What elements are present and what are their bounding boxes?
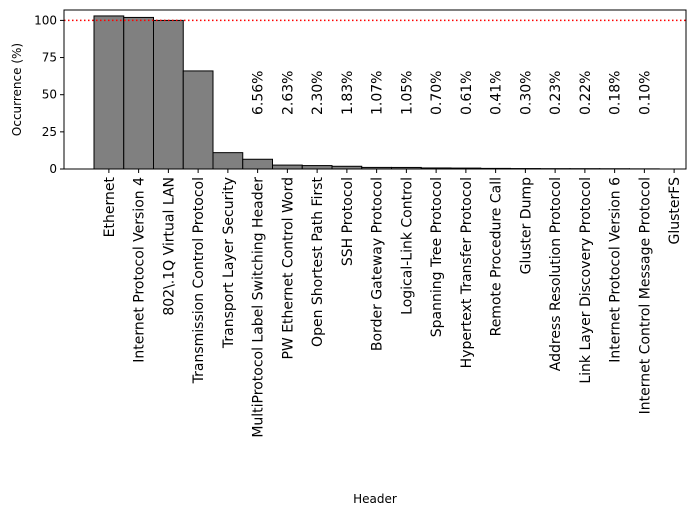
x-tick-label-7: Open Shortest Path First [310,176,326,346]
x-tick-label-9: Border Gateway Protocol [370,177,386,351]
y-tick-label-0: 0 [49,162,57,176]
x-tick-label-3: Transmission Control Protocol [191,177,207,384]
x-tick-label-19: GlusterFS [667,177,683,245]
data-label-14: 0.30% [518,71,534,115]
data-label-15: 0.23% [548,71,564,115]
x-tick-label-0: Ethernet [102,176,118,237]
data-label-18: 0.10% [637,71,653,115]
bar-7 [301,165,333,170]
x-tick-label-11: Spanning Tree Protocol [429,177,445,337]
data-label-17: 0.18% [608,71,624,115]
x-tick-label-6: PW Ethernet Control Word [280,177,296,360]
bar-3 [182,70,214,170]
plot-frame [63,9,687,170]
x-tick-label-13: Remote Procedure Call [489,177,505,336]
y-axis: 0 25 50 75 100 [34,13,64,176]
data-label-12: 0.61% [459,71,475,115]
data-label-5: 6.56% [251,71,267,115]
x-tick-label-18: Internet Control Message Protocol [637,177,653,414]
y-tick-label-4: 100 [34,13,57,27]
x-axis: Ethernet Internet Protocol Version 4 802\.… [102,169,683,438]
y-tick-label-1: 25 [42,125,57,139]
bar-5 [242,158,273,170]
data-label-10: 1.05% [399,71,415,115]
y-tick-label-3: 75 [42,51,57,65]
x-axis-label: Header [353,492,397,506]
x-tick-label-8: SSH Protocol [340,177,356,266]
x-tick-label-4: Transport Layer Security [221,177,237,349]
data-label-11: 0.70% [429,71,445,115]
bar-4 [212,152,244,170]
data-label-16: 0.22% [578,71,594,115]
data-label-8: 1.83% [340,71,356,115]
data-labels-group: 6.56% 2.63% 2.30% 1.83% 1.07% 1.05% 0.70% 0.61%… [251,71,654,115]
y-axis-label: Occurrence (%) [10,43,24,136]
data-label-13: 0.41% [489,71,505,115]
data-label-6: 2.63% [280,71,296,115]
x-tick-label-15: Address Resolution Protocol [548,177,564,371]
x-tick-label-2: 802\.1Q Virtual LAN [161,177,177,316]
x-tick-label-16: Link Layer Discovery Protocol [578,177,594,384]
x-tick-label-12: Hypertext Transfer Protocol [459,177,475,368]
bar-2 [153,19,184,170]
x-tick-label-5: MultiProtocol Label Switching Header [251,177,267,438]
x-tick-label-10: Logical-Link Control [399,177,415,315]
x-tick-label-14: Gluster Dump [518,177,534,275]
y-tick-label-2: 50 [42,88,57,102]
data-label-9: 1.07% [370,71,386,115]
bar-1 [123,16,154,170]
bar-6 [272,164,303,170]
x-tick-label-1: Internet Protocol Version 4 [132,177,148,363]
data-label-7: 2.30% [310,71,326,115]
x-tick-label-17: Internet Protocol Version 6 [608,177,624,363]
bar-0 [93,15,125,170]
